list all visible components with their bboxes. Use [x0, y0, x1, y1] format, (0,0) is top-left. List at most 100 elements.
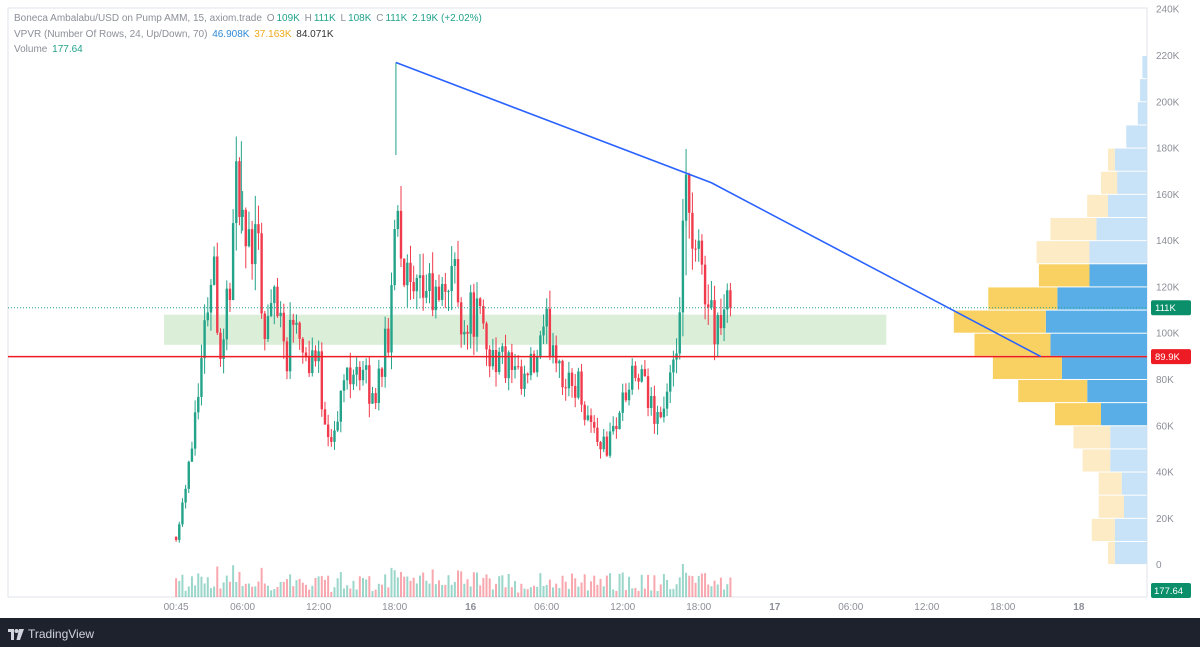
- volume-bar: [438, 580, 441, 597]
- candle-down: [634, 365, 637, 378]
- volume-bar: [666, 579, 669, 597]
- candle-down: [466, 331, 469, 334]
- candle-up: [669, 372, 672, 392]
- volume-bar: [526, 589, 529, 597]
- candle-down: [250, 229, 254, 265]
- candle-down: [263, 313, 266, 340]
- volume-bar: [333, 587, 336, 597]
- volume-bar: [361, 577, 364, 597]
- volume-bar: [266, 585, 269, 597]
- volume-profile-up: [1101, 403, 1147, 426]
- volume-bar: [542, 586, 545, 597]
- candle-down: [713, 300, 716, 345]
- candle-up: [187, 461, 190, 489]
- candle-up: [447, 291, 450, 293]
- candle-up: [428, 273, 431, 292]
- volume-profile-up: [1114, 541, 1147, 565]
- candle-up: [336, 421, 339, 431]
- volume-bar: [697, 576, 700, 597]
- candle-down: [643, 369, 647, 377]
- volume-bar: [631, 588, 634, 597]
- candle-down: [478, 298, 482, 307]
- volume-bar: [213, 586, 216, 597]
- volume-bar: [431, 569, 434, 597]
- volume-bar: [209, 588, 212, 597]
- volume-profile-up: [1110, 449, 1147, 472]
- volume-bar: [488, 578, 491, 597]
- candle-up: [491, 350, 495, 367]
- volume-profile-down: [1098, 495, 1124, 518]
- legend-volume-label[interactable]: Volume: [14, 44, 48, 55]
- volume-profile-down: [1107, 541, 1115, 565]
- volume-bar: [219, 588, 222, 597]
- volume-bar: [564, 581, 567, 597]
- candle-up: [577, 371, 580, 398]
- price-chart[interactable]: 0 20K 40K 60K 80K 100K 120K 140K 160K 180K 200K 220…: [0, 0, 1200, 618]
- volume-profile-up: [1089, 241, 1147, 264]
- candle-down: [374, 393, 377, 404]
- candle-down: [368, 365, 371, 404]
- candle-up: [535, 356, 539, 373]
- volume-bar: [434, 584, 437, 597]
- volume-tag-bg: [1151, 583, 1191, 598]
- volume-profile-down: [1098, 472, 1122, 495]
- candle-down: [216, 256, 219, 333]
- volume-bar: [567, 588, 570, 597]
- legend-low: 108K: [348, 13, 372, 24]
- volume-bar: [707, 584, 710, 597]
- candle-up: [342, 380, 346, 391]
- hline-price-tag-bg: [1151, 349, 1191, 365]
- candle-down: [444, 283, 447, 292]
- volume-bar: [596, 584, 599, 597]
- drawings: [8, 61, 1147, 358]
- candle-up: [247, 229, 251, 247]
- candle-up: [364, 365, 368, 370]
- volume-bar: [247, 583, 250, 597]
- legend-vpvr-title[interactable]: VPVR (Number Of Rows, 24, Up/Down, 70): [14, 29, 208, 40]
- candle-down: [307, 357, 311, 374]
- candle-down: [472, 292, 476, 337]
- volume-profile-down: [1036, 241, 1090, 264]
- volume-bar: [653, 575, 656, 597]
- tradingview-logo[interactable]: TradingView: [8, 627, 94, 641]
- volume-bar: [624, 590, 627, 597]
- volume-bar: [583, 574, 586, 597]
- volume-tag: 177.64: [1154, 586, 1183, 597]
- legend-symbol[interactable]: Boneca Ambalabu/USD on Pump AMM, 15, axi…: [14, 13, 262, 24]
- candle-up: [311, 350, 314, 374]
- volume-profile-up: [1057, 287, 1147, 310]
- volume-bar: [536, 586, 539, 597]
- volume-bar: [640, 574, 643, 597]
- volume-bar: [184, 590, 187, 597]
- volume-profile-up: [1089, 264, 1147, 287]
- legend-change: 2.19K (+2.02%): [412, 13, 482, 24]
- candle-down: [659, 412, 662, 418]
- volume-bar: [377, 583, 380, 597]
- volume-bar: [178, 580, 181, 597]
- volume-bar: [323, 579, 326, 597]
- candle-down: [574, 385, 577, 398]
- volume-bar: [675, 584, 678, 597]
- volume-bar: [681, 563, 684, 597]
- candle-down: [488, 349, 491, 367]
- volume-profile-down: [974, 333, 1051, 356]
- volume-bar: [643, 588, 646, 597]
- candle-down: [298, 322, 301, 339]
- x-tick-label: 17: [769, 602, 781, 613]
- candle-up: [716, 315, 719, 345]
- volume-bar: [685, 572, 688, 597]
- candle-down: [421, 275, 425, 298]
- volume-bar: [232, 565, 235, 597]
- volume-bar: [586, 590, 589, 597]
- volume-bar: [384, 574, 387, 597]
- volume-bar: [637, 590, 640, 597]
- volume-bar: [580, 582, 583, 597]
- candle-up: [231, 223, 235, 301]
- volume-bar: [365, 579, 368, 597]
- volume-profile-down: [1050, 218, 1097, 241]
- x-tick-label: 12:00: [610, 602, 635, 613]
- candle-up: [212, 256, 216, 285]
- candle-down: [358, 366, 362, 381]
- candle-up: [558, 360, 561, 364]
